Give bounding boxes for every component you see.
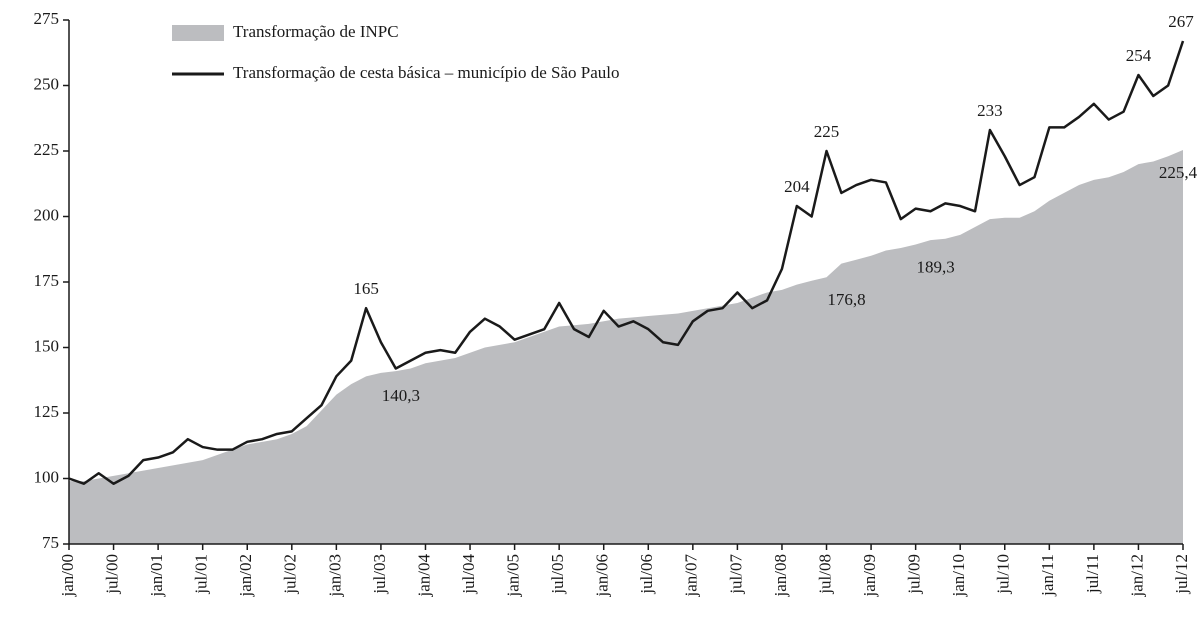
legend-label: Transformação de INPC bbox=[233, 22, 399, 41]
y-tick-label: 275 bbox=[34, 9, 60, 28]
x-tick-label: jan/03 bbox=[325, 554, 344, 598]
data-label: 204 bbox=[784, 177, 810, 196]
y-tick-label: 75 bbox=[42, 533, 59, 552]
y-tick-label: 150 bbox=[34, 336, 60, 355]
legend-label: Transformação de cesta básica – municípi… bbox=[233, 63, 620, 82]
data-label: 140,3 bbox=[382, 386, 420, 405]
line bbox=[68, 40, 1185, 485]
legend-swatch bbox=[172, 25, 224, 41]
x-tick-label: jul/01 bbox=[192, 554, 211, 595]
x-tick-label: jan/07 bbox=[682, 554, 701, 598]
x-tick-label: jul/04 bbox=[459, 554, 478, 595]
x-tick-label: jan/12 bbox=[1127, 554, 1146, 598]
y-tick-label: 175 bbox=[34, 271, 60, 290]
x-tick-label: jul/10 bbox=[994, 554, 1013, 595]
x-tick-label: jan/11 bbox=[1038, 554, 1057, 597]
x-tick-label: jan/00 bbox=[58, 554, 77, 598]
x-tick-label: jul/02 bbox=[281, 554, 300, 595]
y-tick-label: 100 bbox=[34, 467, 60, 486]
x-tick-label: jul/07 bbox=[726, 554, 745, 595]
data-label: 267 bbox=[1168, 12, 1194, 31]
data-label: 225,4 bbox=[1159, 163, 1198, 182]
data-label: 225 bbox=[814, 122, 840, 141]
data-label: 189,3 bbox=[917, 257, 955, 276]
x-tick-label: jan/02 bbox=[236, 554, 255, 598]
x-tick-label: jul/08 bbox=[815, 554, 834, 595]
y-tick-label: 200 bbox=[34, 205, 60, 224]
x-tick-label: jul/00 bbox=[102, 554, 121, 595]
y-tick-label: 125 bbox=[34, 402, 60, 421]
x-tick-label: jul/05 bbox=[548, 554, 567, 595]
x-tick-label: jan/01 bbox=[147, 554, 166, 598]
y-tick-label: 225 bbox=[34, 140, 60, 159]
y-tick-label: 250 bbox=[34, 74, 60, 93]
data-label: 176,8 bbox=[827, 290, 865, 309]
x-tick-label: jan/10 bbox=[949, 554, 968, 598]
x-tick-label: jan/09 bbox=[860, 554, 879, 598]
x-tick-label: jul/03 bbox=[370, 554, 389, 595]
data-label: 233 bbox=[977, 101, 1003, 120]
x-tick-label: jul/12 bbox=[1172, 554, 1191, 595]
x-tick-label: jul/11 bbox=[1083, 554, 1102, 594]
data-label: 165 bbox=[353, 279, 379, 298]
x-tick-label: jan/04 bbox=[414, 554, 433, 598]
x-tick-label: jul/09 bbox=[905, 554, 924, 595]
x-tick-label: jan/05 bbox=[504, 554, 523, 598]
data-label: 254 bbox=[1126, 46, 1152, 65]
x-tick-label: jul/06 bbox=[637, 554, 656, 595]
x-tick-label: jan/08 bbox=[771, 554, 790, 598]
x-tick-label: jan/06 bbox=[593, 554, 612, 598]
area bbox=[69, 149, 1183, 544]
